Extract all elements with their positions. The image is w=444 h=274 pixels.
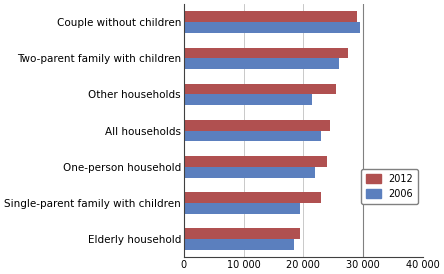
Bar xyxy=(184,203,300,214)
Bar xyxy=(184,167,315,178)
Bar xyxy=(184,192,321,203)
Bar xyxy=(184,58,339,69)
Bar xyxy=(184,95,312,105)
Bar xyxy=(184,12,357,22)
Bar xyxy=(184,47,348,58)
Bar xyxy=(184,120,330,131)
Bar xyxy=(184,156,327,167)
Bar xyxy=(184,131,321,141)
Bar xyxy=(184,239,294,250)
Legend: 2012, 2006: 2012, 2006 xyxy=(361,169,418,204)
Bar xyxy=(184,84,336,95)
Bar xyxy=(184,22,360,33)
Bar xyxy=(184,228,300,239)
